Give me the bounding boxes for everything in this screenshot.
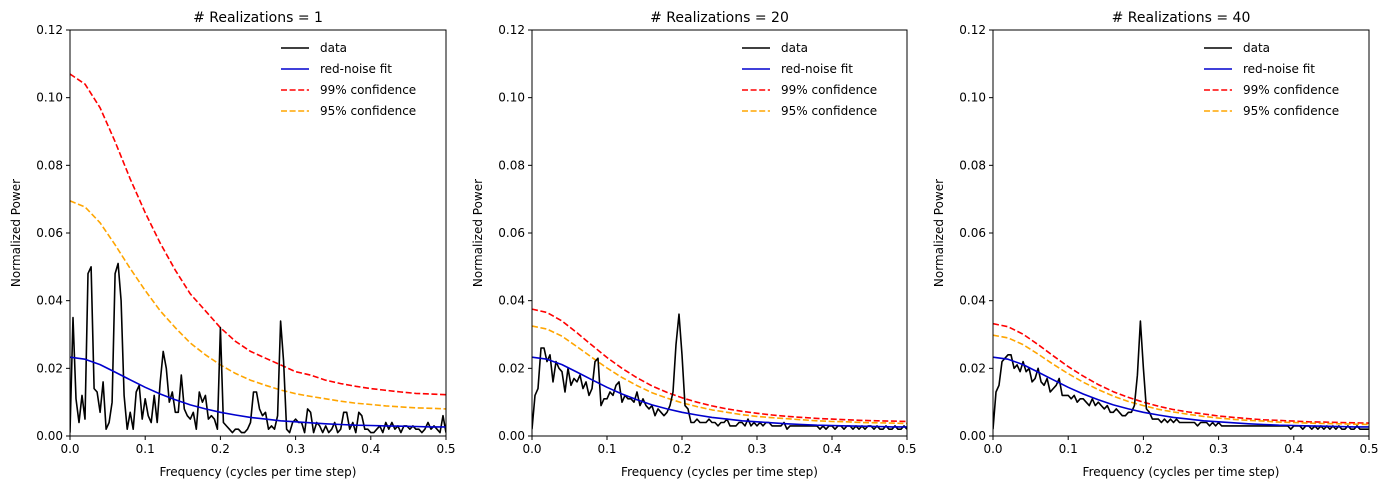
y-axis-label: Normalized Power: [471, 179, 485, 287]
chart-panel-1: 0.0 0.1 0.2 0.3 0.4 0.5 0.00 0.02 0.04 0.06 0.08 0.…: [9, 10, 456, 479]
y-tick-label: 0.00: [36, 429, 63, 443]
series-line-99-confidence: [993, 322, 1369, 424]
legend-label: data: [1243, 41, 1270, 55]
x-tick-label: 0.0: [60, 442, 79, 456]
x-tick-label: 0.1: [597, 442, 616, 456]
y-tick-label: 0.08: [959, 158, 986, 172]
legend-label: 95% confidence: [781, 104, 877, 118]
y-tick-label: 0.08: [36, 158, 63, 172]
legend-label: data: [320, 41, 347, 55]
series-line-data: [993, 320, 1369, 431]
y-tick-label: 0.06: [959, 226, 986, 240]
chart-title: # Realizations = 20: [650, 10, 789, 26]
series-line-95-confidence: [70, 200, 446, 410]
legend-label: 95% confidence: [1243, 104, 1339, 118]
y-tick-label: 0.06: [498, 226, 525, 240]
x-tick-label: 0.1: [136, 442, 155, 456]
chart-panel-3: 0.0 0.1 0.2 0.3 0.4 0.5 0.00 0.02 0.04 0.06 0.08 0.…: [932, 10, 1379, 479]
x-tick-label: 0.5: [436, 442, 455, 456]
x-axis-label: Frequency (cycles per time step): [160, 465, 357, 479]
y-tick-label: 0.02: [36, 361, 63, 375]
series-line-data: [70, 262, 446, 434]
chart-title: # Realizations = 40: [1112, 10, 1251, 26]
x-tick-label: 0.4: [361, 442, 380, 456]
legend: data red-noise fit 99% confidence 95% confi…: [1204, 41, 1339, 118]
y-tick-label: 0.12: [959, 23, 986, 37]
x-axis-label: Frequency (cycles per time step): [1083, 465, 1280, 479]
series-line-99-confidence: [70, 73, 446, 396]
x-tick-label: 0.5: [1359, 442, 1378, 456]
y-tick-label: 0.06: [36, 226, 63, 240]
x-tick-label: 0.3: [286, 442, 305, 456]
legend-label: red-noise fit: [320, 62, 392, 76]
y-tick-label: 0.02: [959, 361, 986, 375]
series-group: [532, 308, 907, 431]
y-axis-label: Normalized Power: [932, 179, 946, 287]
y-tick-label: 0.10: [959, 91, 986, 105]
x-tick-label: 0.0: [522, 442, 541, 456]
y-tick-label: 0.10: [498, 91, 525, 105]
x-tick-label: 0.2: [211, 442, 230, 456]
y-tick-label: 0.10: [36, 91, 63, 105]
legend: data red-noise fit 99% confidence 95% confi…: [742, 41, 877, 118]
series-line-95-confidence: [993, 334, 1369, 426]
y-tick-label: 0.04: [959, 294, 986, 308]
series-line-data: [532, 313, 907, 431]
y-tick-label: 0.12: [498, 23, 525, 37]
y-tick-label: 0.04: [36, 294, 63, 308]
y-tick-label: 0.08: [498, 158, 525, 172]
chart-title: # Realizations = 1: [193, 10, 323, 26]
x-tick-label: 0.1: [1059, 442, 1078, 456]
series-group: [993, 320, 1369, 431]
legend-label: data: [781, 41, 808, 55]
series-line-95-confidence: [532, 325, 907, 425]
series-line-red-noise-fit: [70, 356, 446, 428]
chart-panel-2: 0.0 0.1 0.2 0.3 0.4 0.5 0.00 0.02 0.04 0.06 0.08 0.…: [471, 10, 917, 479]
legend-label: 99% confidence: [781, 83, 877, 97]
x-tick-label: 0.2: [672, 442, 691, 456]
y-tick-label: 0.02: [498, 361, 525, 375]
y-tick-label: 0.00: [498, 429, 525, 443]
legend: data red-noise fit 99% confidence 95% confi…: [281, 41, 416, 118]
legend-label: red-noise fit: [1243, 62, 1315, 76]
x-tick-label: 0.5: [897, 442, 916, 456]
x-tick-label: 0.3: [1209, 442, 1228, 456]
x-tick-label: 0.0: [983, 442, 1002, 456]
series-line-red-noise-fit: [532, 356, 907, 428]
legend-label: 99% confidence: [1243, 83, 1339, 97]
x-tick-label: 0.3: [747, 442, 766, 456]
legend-label: red-noise fit: [781, 62, 853, 76]
legend-label: 99% confidence: [320, 83, 416, 97]
x-tick-label: 0.4: [822, 442, 841, 456]
series-line-red-noise-fit: [993, 356, 1369, 428]
y-axis-label: Normalized Power: [9, 179, 23, 287]
x-tick-label: 0.2: [1134, 442, 1153, 456]
series-line-99-confidence: [532, 308, 907, 423]
x-axis-label: Frequency (cycles per time step): [621, 465, 818, 479]
y-tick-label: 0.00: [959, 429, 986, 443]
series-group: [70, 73, 446, 434]
y-tick-label: 0.04: [498, 294, 525, 308]
y-tick-label: 0.12: [36, 23, 63, 37]
x-tick-label: 0.4: [1284, 442, 1303, 456]
legend-label: 95% confidence: [320, 104, 416, 118]
